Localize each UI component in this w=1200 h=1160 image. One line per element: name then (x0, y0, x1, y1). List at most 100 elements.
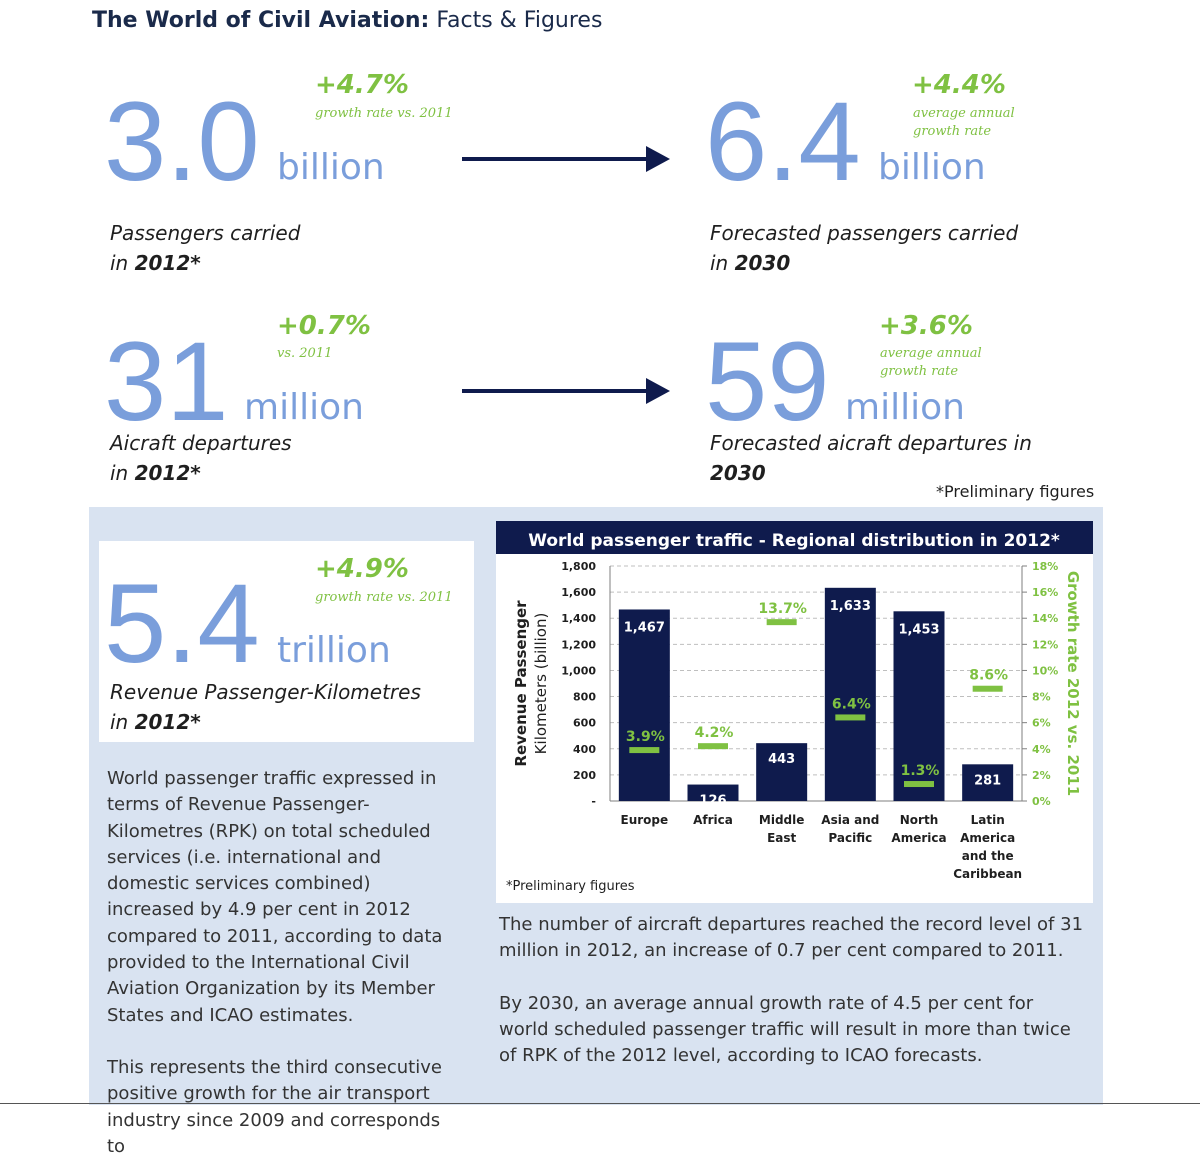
rpk-2012-label-line1: Revenue Passenger-Kilometres (110, 680, 421, 704)
departures-2030-label-line1: Forecasted aicraft departures in (710, 431, 1032, 455)
bar-value-label: 281 (974, 773, 1001, 788)
growth-marker-0 (629, 747, 660, 754)
departures-2030-growth: +3.6% (879, 311, 973, 341)
y2-tick-label: 4% (1032, 743, 1051, 756)
bar-value-label: 1,453 (898, 622, 939, 637)
passengers-2012-growth: +4.7% (315, 70, 409, 100)
passengers-2030-label: Forecasted passengers carried in 2030 (710, 218, 1018, 278)
y2-tick-label: 18% (1032, 560, 1058, 573)
y-tick-label: 1,200 (561, 638, 596, 651)
passengers-2030-label-line1: Forecasted passengers carried (710, 221, 1019, 245)
passengers-2030-growth: +4.4% (912, 70, 1006, 100)
passengers-2012-label: Passengers carried in 2012* (110, 218, 300, 278)
page-title-rest: Facts & Figures (429, 8, 603, 33)
y2-tick-label: 0% (1032, 795, 1051, 808)
passengers-2030-growth-note: average annual growth rate (913, 105, 1015, 141)
rpk-2012-growth: +4.9% (315, 554, 409, 584)
page-title: The World of Civil Aviation: Facts & Fig… (92, 8, 602, 33)
departures-2012-growth: +0.7% (277, 311, 371, 341)
y-tick-label: 1,400 (561, 612, 596, 625)
x-category-label: and the (962, 849, 1014, 863)
departures-2030-unit: million (845, 387, 965, 428)
label-prefix: in (710, 251, 735, 275)
bar-1 (687, 784, 739, 801)
regional-traffic-chart: World passenger traffic - Regional distr… (496, 521, 1093, 894)
x-category-label: America (891, 831, 946, 845)
x-category-label: North (900, 813, 938, 827)
x-category-label: Asia and (821, 813, 879, 827)
x-category-label: Caribbean (953, 867, 1022, 881)
growth-marker-4 (904, 781, 934, 788)
rpk-2012-label: Revenue Passenger-Kilometres in 2012* (110, 677, 421, 737)
x-category-label: Africa (693, 813, 733, 827)
y-axis-label-line1: Revenue Passenger (512, 600, 530, 767)
y-tick-label: 1,800 (561, 560, 596, 573)
passengers-2012-label-line2: in 2012* (110, 248, 300, 278)
bar-value-label: 1,467 (624, 620, 665, 635)
x-category-label: Middle (759, 813, 805, 827)
passengers-2030-value: 6.4 (705, 79, 861, 204)
right-paragraph-1: The number of aircraft departures reache… (499, 914, 1084, 962)
label-year: 2012* (134, 251, 201, 275)
label-year: 2030 (734, 251, 791, 275)
passengers-2012-value: 3.0 (104, 79, 260, 204)
departures-2012-growth-note: vs. 2011 (277, 346, 333, 361)
rpk-2012-unit: trillion (277, 630, 391, 671)
y-tick-label: 600 (573, 717, 596, 730)
label-prefix: in (110, 710, 135, 734)
departures-2030-growth-note: average annual growth rate (880, 345, 982, 381)
departures-2030-label: Forecasted aicraft departures in 2030 (710, 428, 1032, 488)
label-year: 2012* (134, 461, 201, 485)
growth-marker-5 (972, 685, 1003, 692)
growth-marker-2 (766, 619, 797, 626)
departures-2030-value: 59 (705, 319, 830, 444)
arrow-line-top (462, 157, 648, 161)
label-prefix: in (110, 461, 135, 485)
preliminary-note: *Preliminary figures (936, 482, 1095, 501)
y-tick-label: 400 (573, 743, 596, 756)
y2-tick-label: 12% (1032, 638, 1058, 651)
x-category-label: America (960, 831, 1015, 845)
y-tick-label: 1,600 (561, 586, 596, 599)
departures-2012-label-line2: in 2012* (110, 458, 292, 488)
left-paragraph-2: This represents the third consecutive po… (107, 1056, 442, 1157)
bottom-divider (0, 1103, 1200, 1104)
y-axis-label-line2: Kilometers (billion) (532, 613, 550, 755)
rpk-2012-value: 5.4 (104, 561, 260, 686)
bar-2 (756, 743, 808, 801)
growth-marker-3 (835, 714, 866, 721)
y2-tick-label: 10% (1032, 664, 1058, 677)
bar-4 (893, 611, 945, 801)
chart-title: World passenger traffic - Regional distr… (528, 531, 1060, 551)
rpk-2012-label-line2: in 2012* (110, 707, 421, 737)
rpk-2012-growth-note: growth rate vs. 2011 (315, 590, 453, 605)
departures-2012-value: 31 (104, 319, 229, 444)
right-paragraph-2: By 2030, an average annual growth rate o… (499, 992, 1071, 1067)
bar-3 (824, 587, 876, 801)
left-paragraph-1: World passenger traffic expressed in ter… (107, 768, 443, 1026)
y2-tick-label: 14% (1032, 612, 1058, 625)
arrow-right-icon (646, 146, 670, 172)
chart-title-band (496, 521, 1093, 554)
growth-value-label: 3.9% (626, 729, 665, 745)
y-tick-label: 800 (573, 691, 596, 704)
page-title-bold: The World of Civil Aviation: (92, 8, 430, 33)
growth-note-line2: growth rate (880, 364, 959, 379)
y-tick-label: 200 (573, 769, 596, 782)
y2-tick-label: 16% (1032, 586, 1058, 599)
y2-tick-label: 6% (1032, 717, 1051, 730)
growth-value-label: 1.3% (901, 763, 940, 779)
passengers-2030-unit: billion (878, 147, 986, 188)
label-prefix: in (110, 251, 135, 275)
bar-value-label: 126 (699, 794, 726, 809)
arrow-right-icon (646, 378, 670, 404)
departures-2012-label: Aicraft departures in 2012* (110, 428, 292, 488)
chart-container: World passenger traffic - Regional distr… (496, 521, 1093, 903)
bar-0 (618, 609, 670, 801)
left-body-text: World passenger traffic expressed in ter… (107, 766, 462, 1160)
departures-2012-unit: million (244, 387, 364, 428)
growth-value-label: 6.4% (832, 696, 871, 712)
growth-value-label: 8.6% (969, 668, 1008, 684)
passengers-2030-label-line2: in 2030 (710, 248, 1018, 278)
bar-value-label: 1,633 (830, 599, 871, 614)
